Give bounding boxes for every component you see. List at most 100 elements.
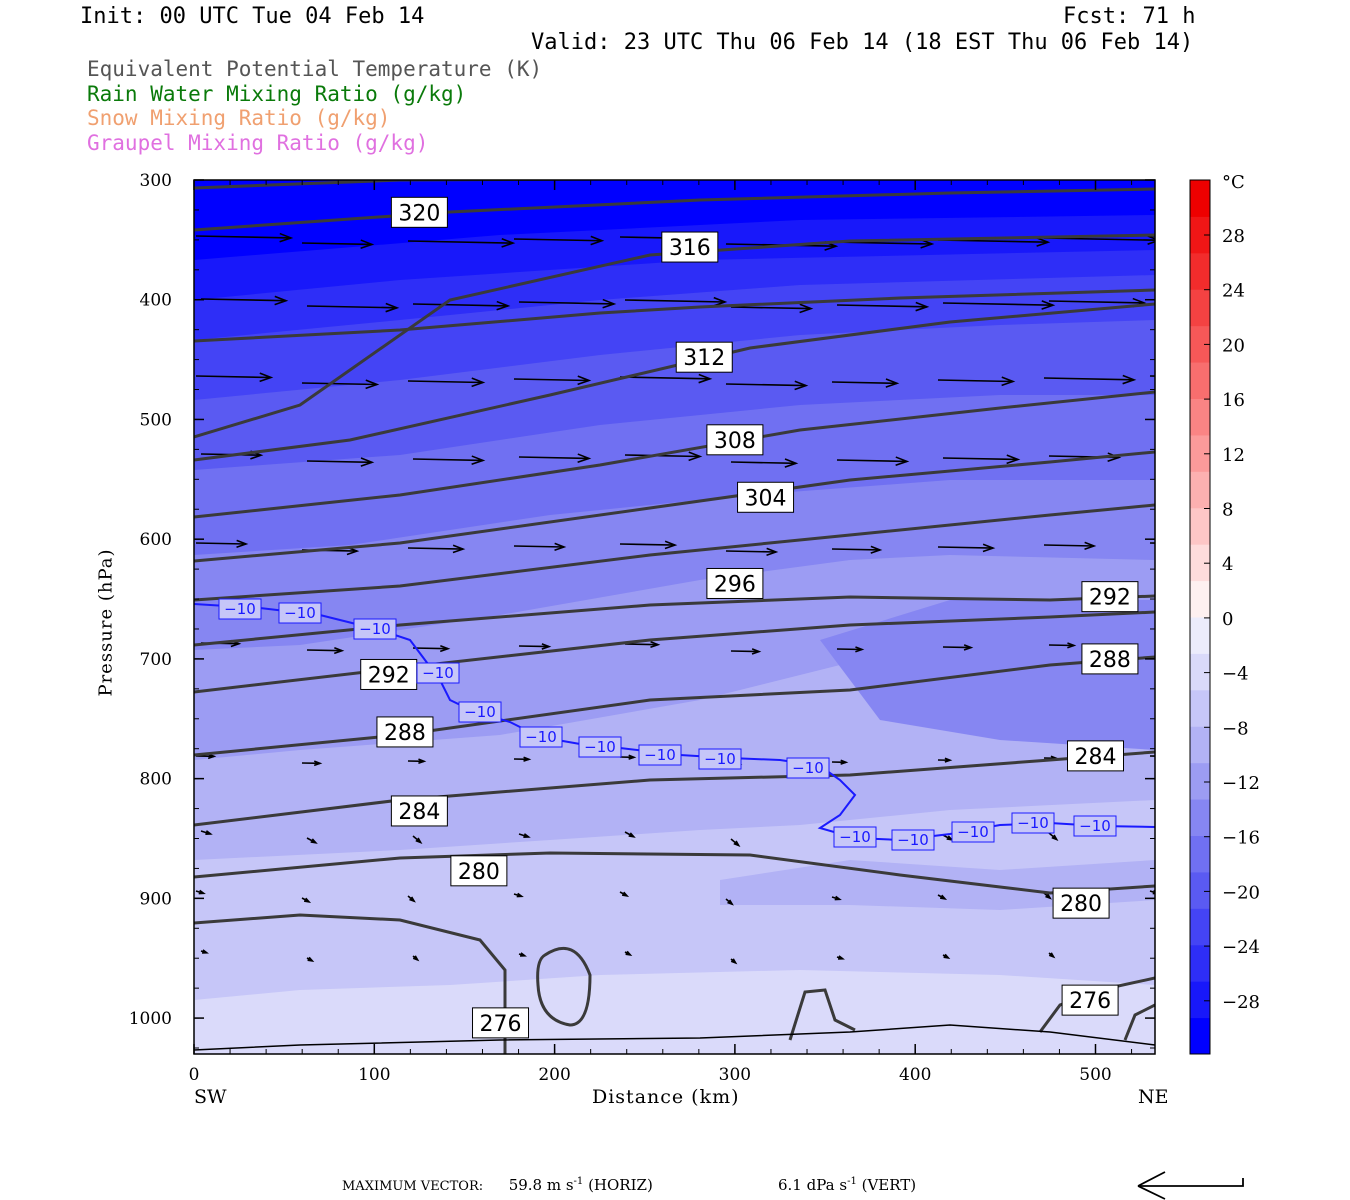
max-vector-arrow bbox=[1137, 1171, 1244, 1200]
wind-vector-head bbox=[1224, 373, 1235, 381]
x-tick-label: 300 bbox=[719, 1065, 751, 1085]
theta-e-label-box bbox=[706, 424, 764, 456]
y-tick-label: 400 bbox=[140, 291, 172, 311]
wind-vector-head bbox=[501, 238, 516, 248]
wind-vector bbox=[513, 378, 590, 382]
wind-vector-head bbox=[310, 838, 318, 844]
wind-vector-head bbox=[733, 840, 741, 847]
y-tick-label: 900 bbox=[140, 889, 172, 909]
x-tick-label: 100 bbox=[358, 1065, 390, 1085]
wind-vector bbox=[836, 304, 927, 308]
wind-vector-head bbox=[625, 950, 633, 956]
colorbar-swatch bbox=[1190, 944, 1210, 982]
wind-vector-head bbox=[519, 952, 527, 957]
wind-vector bbox=[195, 542, 247, 545]
theta-e-label-box bbox=[737, 481, 795, 513]
wind-vector-head bbox=[784, 458, 799, 468]
valid-time: Valid: 23 UTC Thu 06 Feb 14 (18 EST Thu … bbox=[531, 30, 1194, 55]
wind-vector-head bbox=[365, 379, 380, 390]
theta-e-label: 288 bbox=[384, 721, 426, 746]
wind-vector-head bbox=[751, 648, 762, 655]
wind-vector bbox=[407, 380, 484, 384]
wind-vector-head bbox=[496, 300, 511, 311]
wind-vector-head bbox=[885, 378, 900, 388]
wind-vector bbox=[942, 646, 972, 649]
theta-e-contour-280 bbox=[194, 851, 1155, 895]
colorbar-tick-label: −16 bbox=[1222, 828, 1260, 849]
wind-vector bbox=[836, 459, 908, 463]
wind-vector-head bbox=[840, 759, 849, 765]
colorbar-tick-label: 8 bbox=[1222, 500, 1233, 521]
wind-vector-head bbox=[944, 757, 953, 763]
temp-label-box bbox=[786, 757, 830, 779]
wind-vector-head bbox=[415, 837, 423, 844]
colorbar-tick-label: −8 bbox=[1222, 718, 1249, 739]
colorbar-swatch bbox=[1190, 799, 1210, 836]
colorbar-tick-label: 4 bbox=[1222, 554, 1233, 575]
wind-vector bbox=[301, 242, 373, 246]
wind-vector bbox=[831, 381, 898, 385]
colorbar-unit: °C bbox=[1222, 172, 1245, 193]
wind-vector-head bbox=[409, 896, 416, 903]
wind-vector bbox=[730, 306, 812, 310]
temp-label: −10 bbox=[704, 750, 736, 768]
temp-label-box bbox=[891, 829, 935, 851]
temp-label: −10 bbox=[644, 746, 676, 764]
colorbar-swatch bbox=[1190, 762, 1210, 800]
wind-vector-head bbox=[1154, 754, 1155, 758]
colorbar-swatch bbox=[1190, 835, 1210, 873]
wind-vector-head bbox=[982, 543, 996, 553]
temp-label-box bbox=[578, 736, 622, 758]
theta-e-label-box bbox=[1067, 740, 1125, 772]
wind-vector bbox=[619, 543, 676, 546]
wind-vector bbox=[937, 546, 994, 549]
wind-vector-head bbox=[1173, 641, 1180, 646]
wind-vector-head bbox=[621, 891, 630, 897]
wind-vector bbox=[407, 240, 513, 244]
wind-vector-head bbox=[1045, 893, 1052, 900]
wind-vector-head bbox=[412, 955, 420, 962]
wind-vector bbox=[942, 302, 1053, 306]
wind-vector bbox=[937, 379, 1014, 383]
colorbar-tick-label: −20 bbox=[1222, 882, 1260, 903]
theta-e-label-box bbox=[1061, 984, 1119, 1016]
temp-label-box bbox=[458, 701, 502, 723]
colorbar-tick-label: 28 bbox=[1222, 226, 1245, 247]
colorbar-swatch bbox=[1190, 544, 1210, 582]
temp-label-box bbox=[833, 826, 877, 848]
wind-vector-head bbox=[313, 760, 323, 767]
field-title-graupel: Graupel Mixing Ratio (g/kg) bbox=[87, 131, 429, 155]
theta-e-label-box bbox=[1081, 643, 1139, 675]
x-end-label: NE bbox=[1138, 1086, 1169, 1108]
max-vector-horiz-unit: (HORIZ) bbox=[588, 1176, 653, 1194]
theta-e-label-box bbox=[360, 658, 418, 690]
wind-vector-head bbox=[307, 956, 315, 962]
temp-label-box bbox=[416, 662, 460, 684]
temperature-fill bbox=[194, 180, 1155, 1054]
wind-vector-head bbox=[628, 754, 637, 760]
y-tick-label: 500 bbox=[140, 410, 172, 430]
temp-label-box bbox=[1073, 815, 1117, 837]
surface-line bbox=[194, 1024, 1155, 1051]
colorbar-swatch bbox=[1190, 908, 1210, 946]
wind-vector-head bbox=[1159, 831, 1164, 834]
wind-vector-head bbox=[385, 302, 400, 313]
temp-label: −10 bbox=[224, 600, 256, 618]
wind-vector bbox=[730, 461, 797, 465]
theta-e-label-box bbox=[472, 1007, 530, 1039]
theta-e-label-box bbox=[706, 567, 764, 599]
wind-vector bbox=[1154, 831, 1155, 832]
colorbar-swatch bbox=[1190, 180, 1210, 217]
y-tick-label: 700 bbox=[140, 650, 172, 670]
wind-vector bbox=[619, 376, 710, 380]
theta-e-label-box bbox=[390, 196, 448, 228]
theta-e-label: 296 bbox=[714, 572, 756, 597]
wind-vector-head bbox=[727, 899, 734, 906]
colorbar-swatch bbox=[1190, 871, 1210, 909]
wind-vector bbox=[195, 235, 291, 239]
theta-e-contour-304 bbox=[194, 390, 1155, 519]
temp-label-box bbox=[638, 744, 682, 766]
temperature-labels: −10 −10 −10 −10 −10 −10 −10 −10 −10 −10 −10 −10 −10 −… bbox=[218, 598, 1117, 851]
max-vector-label: MAXIMUM VECTOR: bbox=[342, 1179, 484, 1194]
